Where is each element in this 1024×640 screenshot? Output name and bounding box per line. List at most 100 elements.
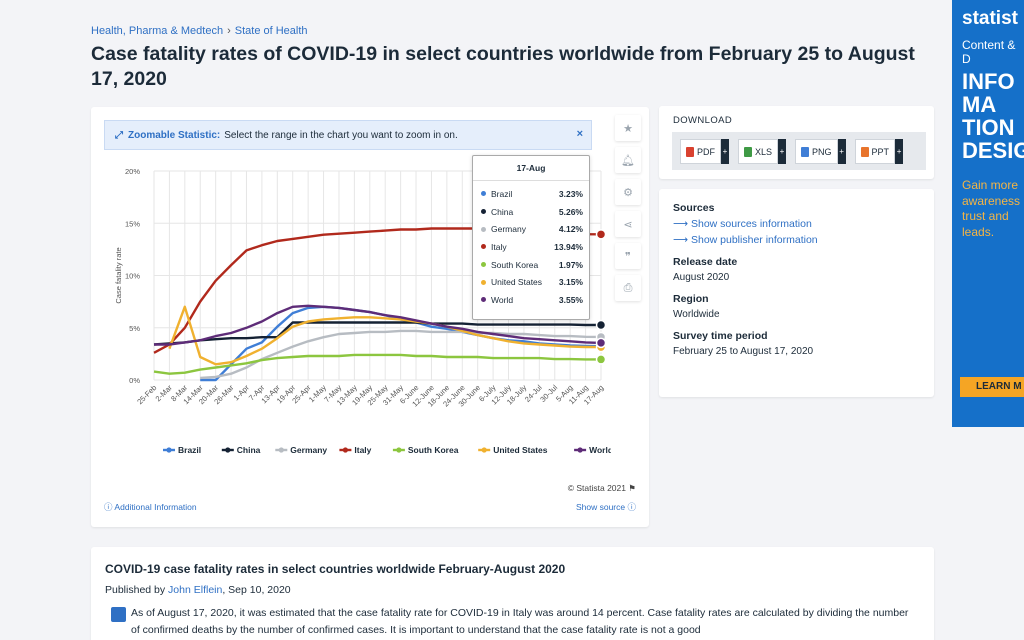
series-line-world	[154, 304, 602, 346]
tooltip-series-value: 4.12%	[558, 224, 583, 235]
region-label: Region	[673, 293, 709, 305]
legend-label: United States	[493, 445, 548, 455]
ad-headline: INFO MA TION DESIG	[962, 69, 1024, 164]
publication-meta: Published by John Elflein, Sep 10, 2020	[105, 584, 920, 596]
tooltip-series-value: 3.23%	[558, 188, 583, 199]
release-date-value: August 2020	[673, 272, 730, 283]
bell-icon[interactable]: 🔔︎	[615, 147, 641, 173]
legend-label: Germany	[290, 445, 327, 455]
description-title: COVID-19 case fatality rates in select c…	[105, 562, 566, 576]
print-icon[interactable]: ⎙	[615, 275, 641, 301]
legend-dot	[481, 191, 486, 197]
zoom-close-icon[interactable]: ×	[576, 128, 583, 140]
tooltip-series-value: 1.97%	[558, 259, 583, 270]
pdf-file-icon	[686, 146, 694, 157]
tooltip-series-value: 3.15%	[558, 277, 583, 288]
legend-label: Brazil	[178, 445, 201, 455]
legend-dot	[481, 279, 486, 285]
legend-label: Italy	[354, 445, 371, 455]
legend-marker	[278, 447, 284, 453]
tooltip-row: China 5.26%	[473, 203, 589, 221]
ad-tagline: Gain more awareness trust and leads.	[962, 178, 1021, 239]
tooltip-series-value: 5.26%	[558, 206, 583, 217]
tooltip-row: Italy 13.94%	[473, 238, 589, 256]
tooltip-series-name: United States	[491, 277, 543, 288]
png-file-icon	[801, 146, 810, 157]
pdf-label: PDF	[697, 146, 715, 157]
legend-marker	[225, 447, 231, 453]
breadcrumb-separator: ›	[227, 25, 231, 37]
download-title: DOWNLOAD	[673, 115, 733, 126]
show-publisher-link[interactable]: ⟶ Show publisher information	[673, 234, 920, 246]
xls-label: XLS	[755, 146, 773, 157]
flag-icon[interactable]: ⚑	[628, 483, 636, 493]
author-link[interactable]: John Elflein	[168, 584, 223, 596]
legend-label: South Korea	[408, 445, 459, 455]
series-line-china	[153, 321, 601, 346]
tooltip-row: World 3.55%	[473, 291, 589, 309]
tooltip-series-name: South Korea	[491, 259, 539, 270]
legend-label: World	[589, 445, 611, 455]
star-icon[interactable]: ★	[615, 115, 641, 141]
legend-dot	[481, 262, 486, 268]
advertisement-banner[interactable]: statist Content & D INFO MA TION DESIG G…	[952, 0, 1024, 427]
download-xls-button[interactable]: XLS +	[738, 139, 787, 164]
sources-label: Sources	[673, 202, 715, 214]
tooltip-series-name: China	[491, 206, 514, 217]
zoom-banner: ⤢ Zoomable Statistic: Select the range i…	[104, 120, 592, 150]
show-sources-link[interactable]: ⟶ Show sources information	[673, 218, 920, 230]
tooltip-row: United States 3.15%	[473, 273, 589, 291]
info-icon: ⓘ	[104, 502, 113, 512]
share-icon[interactable]: ⋖	[615, 211, 641, 237]
legend-dot	[481, 244, 486, 250]
quote-icon[interactable]: ❞	[615, 243, 641, 269]
xls-file-icon	[744, 146, 752, 157]
download-box: DOWNLOAD PDF + XLS + PNG + PPT +	[659, 106, 934, 179]
download-buttons: PDF + XLS + PNG + PPT +	[672, 132, 926, 170]
legend-marker	[342, 447, 348, 453]
legend-marker	[166, 447, 172, 453]
additional-information-link[interactable]: ⓘ Additional Information	[104, 501, 197, 513]
gear-icon[interactable]: ⚙	[615, 179, 641, 205]
ad-subtitle: Content & D	[962, 38, 1016, 66]
bar-chart-icon	[111, 607, 126, 622]
download-png-button[interactable]: PNG +	[795, 139, 846, 164]
breadcrumb-item-health[interactable]: Health, Pharma & Medtech	[91, 25, 224, 37]
tooltip-row: South Korea 1.97%	[473, 256, 589, 274]
ad-learn-more-button[interactable]: LEARN M	[960, 377, 1024, 397]
tooltip-series-name: Germany	[491, 224, 526, 235]
publication-date: , Sep 10, 2020	[222, 584, 291, 596]
series-point-italy	[595, 229, 607, 240]
y-tick-label: 20%	[125, 167, 140, 176]
region-value: Worldwide	[673, 309, 720, 320]
legend-dot	[481, 209, 486, 215]
survey-period-label: Survey time period	[673, 330, 768, 342]
legend-dot	[481, 297, 486, 303]
arrow-right-icon: ⟶	[673, 234, 689, 246]
png-label: PNG	[812, 146, 832, 157]
y-axis-label: Case fatality rate	[114, 247, 123, 303]
download-ppt-button[interactable]: PPT +	[854, 139, 904, 164]
plus-icon[interactable]: +	[778, 139, 787, 164]
description-card: COVID-19 case fatality rates in select c…	[91, 547, 934, 640]
download-pdf-button[interactable]: PDF +	[680, 139, 729, 164]
chart-tools: ★ 🔔︎ ⚙ ⋖ ❞ ⎙	[613, 107, 643, 301]
breadcrumb: Health, Pharma & Medtech › State of Heal…	[91, 25, 308, 37]
plus-icon[interactable]: +	[837, 139, 846, 164]
release-date-label: Release date	[673, 256, 738, 268]
plus-icon[interactable]: +	[895, 139, 904, 164]
line-chart[interactable]: 0%5%10%15%20%Case fatality rate25-Feb2-M…	[91, 107, 611, 487]
tooltip-series-name: Italy	[491, 241, 507, 252]
plus-icon[interactable]: +	[721, 139, 729, 164]
info-icon: ⓘ	[627, 502, 636, 512]
show-source-link[interactable]: Show source ⓘ	[576, 501, 636, 513]
show-publisher-text: Show publisher information	[690, 234, 818, 246]
series-line-united-states	[168, 305, 602, 366]
description-body: As of August 17, 2020, it was estimated …	[131, 607, 909, 636]
zoom-label: Zoomable Statistic:	[128, 129, 221, 141]
chart-tooltip: 17-Aug Brazil 3.23% China 5.26% Germany 4.12%…	[472, 155, 590, 320]
breadcrumb-item-state-of-health[interactable]: State of Health	[234, 25, 308, 37]
series-point-china	[595, 319, 607, 331]
legend-marker	[396, 447, 402, 453]
copyright-text: © Statista 2021	[567, 483, 626, 493]
